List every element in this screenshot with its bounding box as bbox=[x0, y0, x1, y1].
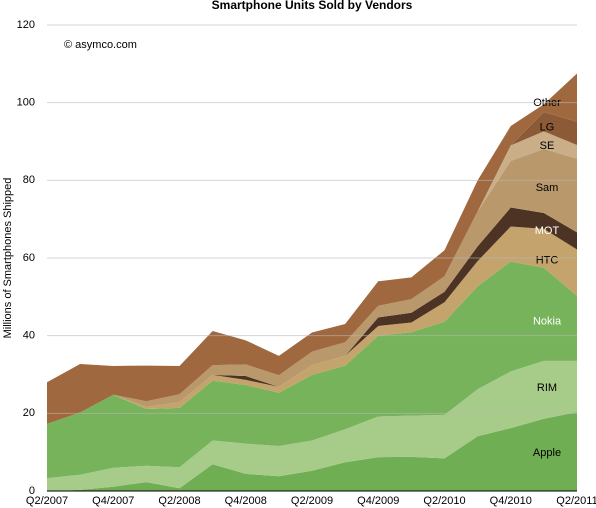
x-tick-label: Q2/2007 bbox=[26, 495, 68, 507]
chart-title: Smartphone Units Sold by Vendors bbox=[212, 0, 413, 12]
x-tick-label: Q4/2010 bbox=[490, 495, 532, 507]
x-tick-label: Q4/2007 bbox=[92, 495, 134, 507]
y-axis-label: Millions of Smartphones Shipped bbox=[2, 178, 14, 339]
series-label: MOT bbox=[535, 225, 560, 237]
area bbox=[47, 360, 577, 491]
x-tick-label: Q2/2008 bbox=[158, 495, 200, 507]
y-tick-label: 0 bbox=[29, 485, 35, 497]
y-tick-label: 80 bbox=[23, 174, 35, 186]
area bbox=[47, 226, 577, 424]
y-tick-label: 20 bbox=[23, 407, 35, 419]
area bbox=[47, 148, 577, 424]
area bbox=[47, 261, 577, 479]
y-tick-label: 40 bbox=[23, 330, 35, 342]
y-tick-label: 60 bbox=[23, 252, 35, 264]
x-tick-label: Q2/2009 bbox=[291, 495, 333, 507]
series-label: RIM bbox=[537, 382, 557, 394]
series-label: Nokia bbox=[533, 315, 562, 327]
series-label: HTC bbox=[536, 254, 559, 266]
series-label: Apple bbox=[533, 447, 561, 459]
x-tick-label: Q2/2011 bbox=[556, 495, 596, 507]
area bbox=[47, 412, 577, 491]
x-tick-label: Q2/2010 bbox=[423, 495, 465, 507]
y-tick-label: 120 bbox=[17, 19, 35, 31]
x-tick-label: Q4/2009 bbox=[357, 495, 399, 507]
series-label: Sam bbox=[536, 182, 559, 194]
series-label: LG bbox=[540, 121, 555, 133]
x-tick-label: Q4/2008 bbox=[225, 495, 267, 507]
series-label: SE bbox=[540, 140, 555, 152]
area bbox=[47, 73, 577, 424]
y-tick-label: 100 bbox=[17, 97, 35, 109]
annotation: © asymco.com bbox=[64, 39, 137, 51]
